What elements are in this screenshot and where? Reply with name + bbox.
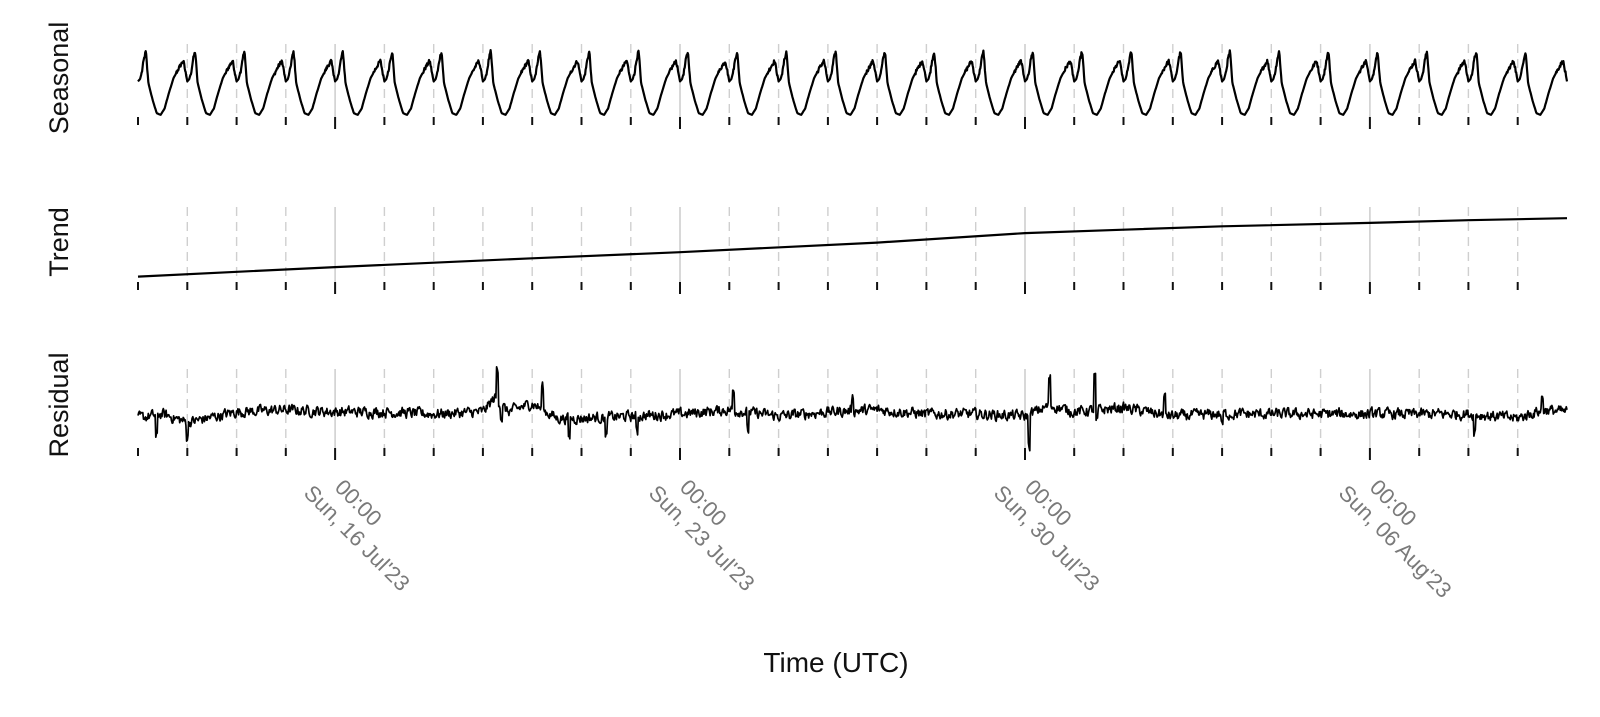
gridlines	[186, 44, 1519, 448]
seasonal-line	[137, 48, 1569, 116]
axis-ticks	[137, 117, 1519, 460]
series-lines	[137, 48, 1569, 452]
panel-labels: Seasonal Trend Residual	[44, 22, 74, 458]
trend-line	[137, 217, 1568, 278]
panel-ylabel-seasonal: Seasonal	[44, 22, 74, 135]
x-axis-title: Time (UTC)	[763, 647, 908, 678]
panel-ylabel-trend: Trend	[44, 207, 74, 277]
residual-line	[137, 366, 1568, 452]
panel-ylabel-residual: Residual	[44, 352, 74, 457]
